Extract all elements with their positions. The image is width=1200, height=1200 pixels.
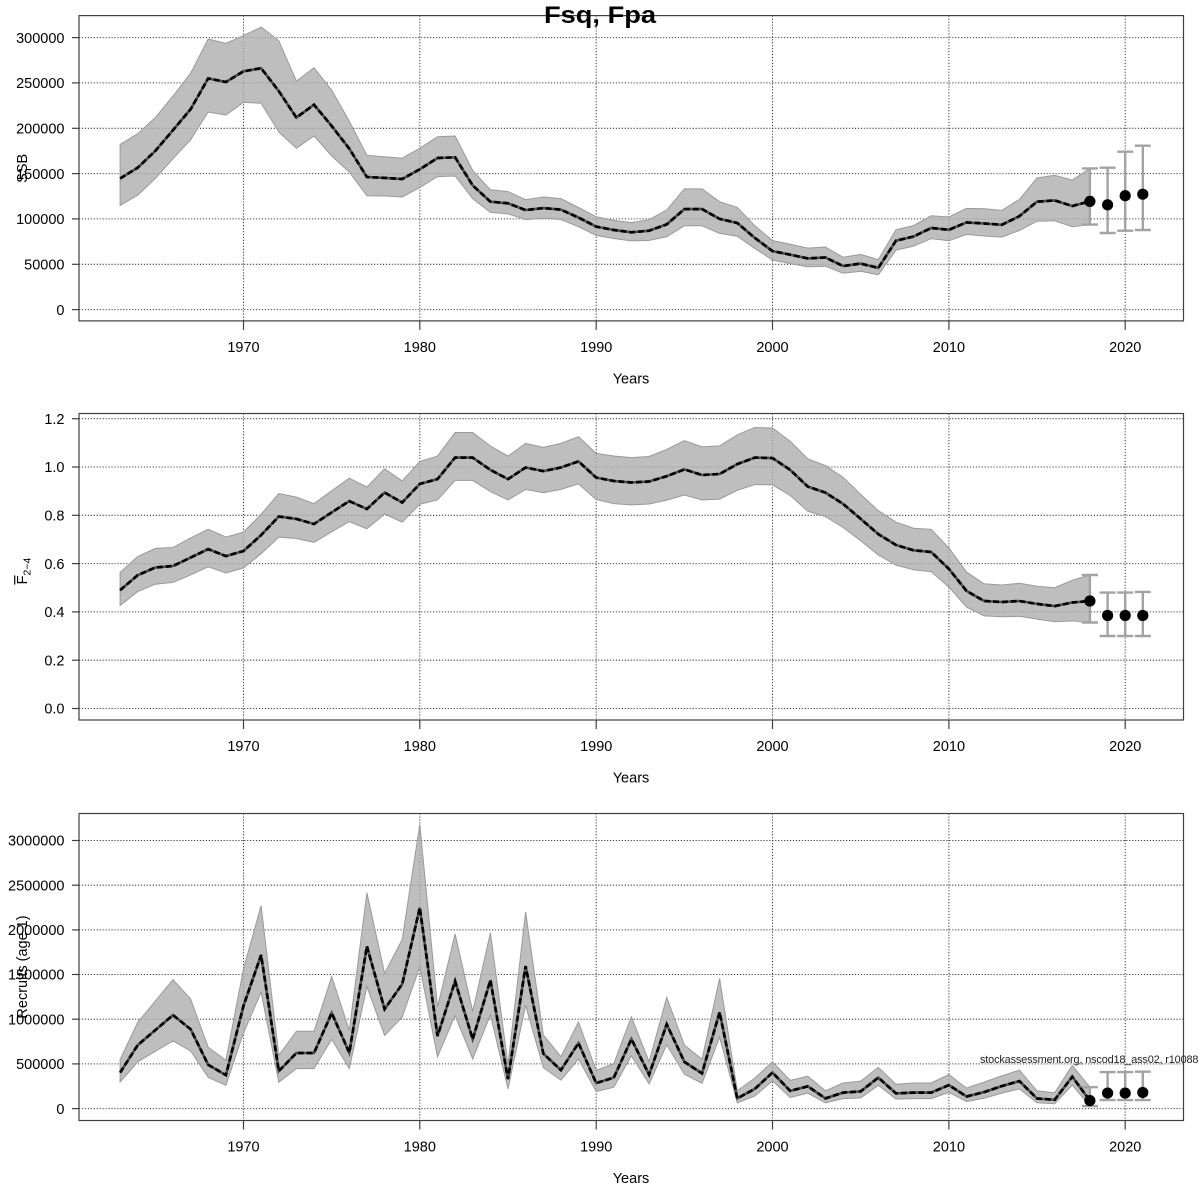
svg-text:Years: Years <box>613 371 650 387</box>
svg-text:50000: 50000 <box>24 258 64 274</box>
svg-text:0.6: 0.6 <box>44 557 64 573</box>
svg-text:0: 0 <box>56 303 64 319</box>
svg-text:250000: 250000 <box>16 76 64 92</box>
svg-text:2500000: 2500000 <box>8 878 64 894</box>
svg-text:Years: Years <box>613 1171 650 1187</box>
svg-text:2020: 2020 <box>1109 340 1141 356</box>
svg-text:0.4: 0.4 <box>44 605 64 621</box>
svg-text:2000000: 2000000 <box>8 923 64 939</box>
svg-text:2020: 2020 <box>1109 1140 1141 1156</box>
svg-text:300000: 300000 <box>16 31 64 47</box>
svg-text:Recruits (age 1): Recruits (age 1) <box>15 915 31 1018</box>
svg-text:1970: 1970 <box>227 739 259 755</box>
svg-text:1980: 1980 <box>404 739 436 755</box>
svg-text:0.0: 0.0 <box>44 702 64 718</box>
svg-text:1990: 1990 <box>580 1140 612 1156</box>
svg-text:2010: 2010 <box>933 1140 965 1156</box>
svg-text:1.2: 1.2 <box>44 412 64 428</box>
svg-text:2000: 2000 <box>756 1140 788 1156</box>
svg-text:1990: 1990 <box>580 739 612 755</box>
svg-text:2000: 2000 <box>756 739 788 755</box>
svg-text:1500000: 1500000 <box>8 968 64 984</box>
svg-text:1990: 1990 <box>580 340 612 356</box>
svg-text:1980: 1980 <box>404 1140 436 1156</box>
svg-text:SSB: SSB <box>15 154 31 183</box>
svg-text:2020: 2020 <box>1109 739 1141 755</box>
svg-text:0.8: 0.8 <box>44 509 64 525</box>
svg-text:stockassessment.org, nscod18_a: stockassessment.org, nscod18_ass02, r100… <box>980 1054 1198 1066</box>
svg-text:150000: 150000 <box>16 167 64 183</box>
svg-text:0.2: 0.2 <box>44 653 64 669</box>
svg-text:Fsq, Fpa: Fsq, Fpa <box>544 2 656 29</box>
svg-text:3000000: 3000000 <box>8 834 64 850</box>
svg-text:0: 0 <box>56 1102 64 1118</box>
svg-text:2010: 2010 <box>933 739 965 755</box>
svg-text:2010: 2010 <box>933 340 965 356</box>
svg-text:200000: 200000 <box>16 122 64 138</box>
svg-text:1.0: 1.0 <box>44 460 64 476</box>
svg-text:1980: 1980 <box>404 340 436 356</box>
svg-text:1970: 1970 <box>227 1140 259 1156</box>
svg-text:100000: 100000 <box>16 212 64 228</box>
svg-text:2000: 2000 <box>756 340 788 356</box>
svg-text:500000: 500000 <box>16 1057 64 1073</box>
svg-text:1970: 1970 <box>227 340 259 356</box>
svg-text:Years: Years <box>613 771 650 787</box>
svg-text:1000000: 1000000 <box>8 1012 64 1028</box>
